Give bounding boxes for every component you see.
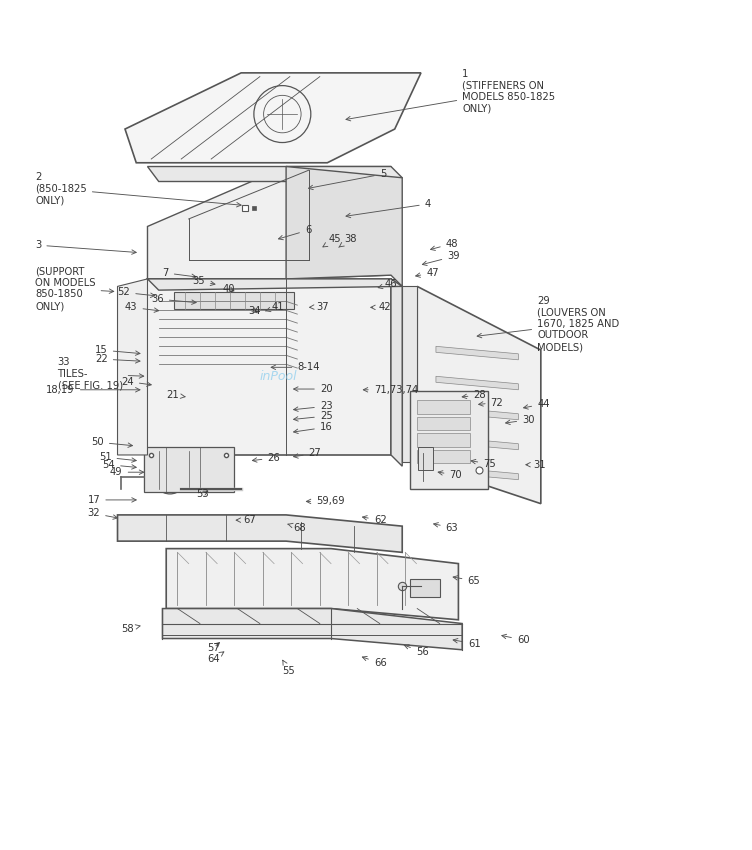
Text: 48: 48 xyxy=(431,239,458,251)
Text: 58: 58 xyxy=(121,624,140,634)
Polygon shape xyxy=(417,286,541,504)
Polygon shape xyxy=(391,279,402,466)
Text: 45: 45 xyxy=(323,235,341,246)
Polygon shape xyxy=(147,279,402,290)
Text: 57: 57 xyxy=(208,643,220,653)
Polygon shape xyxy=(436,466,518,479)
Text: 64: 64 xyxy=(208,652,224,664)
Text: 47: 47 xyxy=(416,268,439,278)
Text: 8-14: 8-14 xyxy=(271,362,320,372)
Bar xyxy=(417,434,470,447)
Bar xyxy=(417,416,470,430)
Text: 1
(STIFFENERS ON
MODELS 850-1825
ONLY): 1 (STIFFENERS ON MODELS 850-1825 ONLY) xyxy=(346,69,555,121)
Polygon shape xyxy=(166,548,459,620)
Text: 39: 39 xyxy=(423,252,459,265)
Text: 38: 38 xyxy=(338,235,356,247)
Text: 16: 16 xyxy=(293,422,332,434)
Polygon shape xyxy=(144,451,226,489)
Text: 31: 31 xyxy=(526,460,546,470)
Text: 5: 5 xyxy=(308,169,386,190)
Text: 20: 20 xyxy=(293,384,332,394)
Text: 49: 49 xyxy=(110,468,144,477)
Text: 41: 41 xyxy=(265,303,284,312)
Polygon shape xyxy=(117,279,147,455)
Circle shape xyxy=(153,461,186,494)
Text: 55: 55 xyxy=(282,660,295,676)
Polygon shape xyxy=(147,279,391,455)
Text: 3: 3 xyxy=(35,241,136,254)
Text: 42: 42 xyxy=(371,303,391,312)
Text: 62: 62 xyxy=(362,515,387,525)
Text: 70: 70 xyxy=(438,470,462,480)
Text: 4: 4 xyxy=(346,199,431,218)
Polygon shape xyxy=(286,167,402,286)
Text: 40: 40 xyxy=(223,284,235,293)
Polygon shape xyxy=(410,391,488,489)
Text: 51: 51 xyxy=(99,452,136,462)
Text: 68: 68 xyxy=(288,523,306,533)
Text: 17: 17 xyxy=(87,495,136,505)
Text: 34: 34 xyxy=(249,306,261,316)
Text: 22: 22 xyxy=(95,354,140,364)
Text: 32: 32 xyxy=(87,508,117,519)
Text: 56: 56 xyxy=(405,644,429,657)
Polygon shape xyxy=(144,447,234,492)
Bar xyxy=(410,579,440,598)
Text: 43: 43 xyxy=(125,303,159,312)
Text: 25: 25 xyxy=(293,411,332,421)
Bar xyxy=(417,450,470,463)
Text: 33
TILES-
(SEE FIG. 19): 33 TILES- (SEE FIG. 19) xyxy=(58,358,144,391)
Text: 53: 53 xyxy=(196,489,209,499)
Polygon shape xyxy=(436,406,518,420)
Text: 50: 50 xyxy=(91,437,132,447)
Text: 54: 54 xyxy=(102,460,136,470)
Text: 29
(LOUVERS ON
1670, 1825 AND
OUTDOOR
MODELS): 29 (LOUVERS ON 1670, 1825 AND OUTDOOR MO… xyxy=(478,296,620,352)
Text: 27: 27 xyxy=(293,449,321,458)
Text: 65: 65 xyxy=(453,575,481,586)
Bar xyxy=(417,400,470,414)
Text: 37: 37 xyxy=(310,302,329,312)
Text: inPool: inPool xyxy=(259,370,297,382)
Polygon shape xyxy=(402,286,417,462)
Polygon shape xyxy=(125,73,421,162)
Text: 23: 23 xyxy=(293,401,332,411)
Text: 35: 35 xyxy=(193,276,215,286)
Polygon shape xyxy=(436,377,518,390)
Polygon shape xyxy=(147,167,402,182)
Polygon shape xyxy=(147,167,391,279)
Text: 59,69: 59,69 xyxy=(306,496,344,507)
Text: (SUPPORT
ON MODELS
850-1850
ONLY): (SUPPORT ON MODELS 850-1850 ONLY) xyxy=(35,266,114,311)
Text: 71,73,74: 71,73,74 xyxy=(363,385,418,394)
Bar xyxy=(418,447,433,470)
Text: 44: 44 xyxy=(523,399,550,409)
Text: 6: 6 xyxy=(278,225,311,240)
Text: 67: 67 xyxy=(236,515,256,525)
Text: 75: 75 xyxy=(472,459,496,469)
Polygon shape xyxy=(117,515,402,552)
Text: 18,19: 18,19 xyxy=(47,385,140,394)
Text: 63: 63 xyxy=(434,523,458,533)
Text: 60: 60 xyxy=(502,634,529,645)
Text: 28: 28 xyxy=(462,390,486,400)
Text: 61: 61 xyxy=(453,638,481,649)
Text: 72: 72 xyxy=(479,398,503,407)
Polygon shape xyxy=(436,346,518,360)
Text: 15: 15 xyxy=(95,345,140,355)
Text: 52: 52 xyxy=(117,287,155,298)
Polygon shape xyxy=(174,292,293,309)
Text: 66: 66 xyxy=(362,656,387,668)
Text: 36: 36 xyxy=(151,294,196,304)
Text: 46: 46 xyxy=(378,279,398,289)
Text: 30: 30 xyxy=(505,415,535,425)
Text: 21: 21 xyxy=(166,390,185,400)
Text: 7: 7 xyxy=(162,268,196,279)
Text: 26: 26 xyxy=(253,453,280,463)
Polygon shape xyxy=(162,609,462,649)
Polygon shape xyxy=(436,436,518,450)
Text: 24: 24 xyxy=(121,377,151,387)
Text: 2
(850-1825
ONLY): 2 (850-1825 ONLY) xyxy=(35,173,241,207)
